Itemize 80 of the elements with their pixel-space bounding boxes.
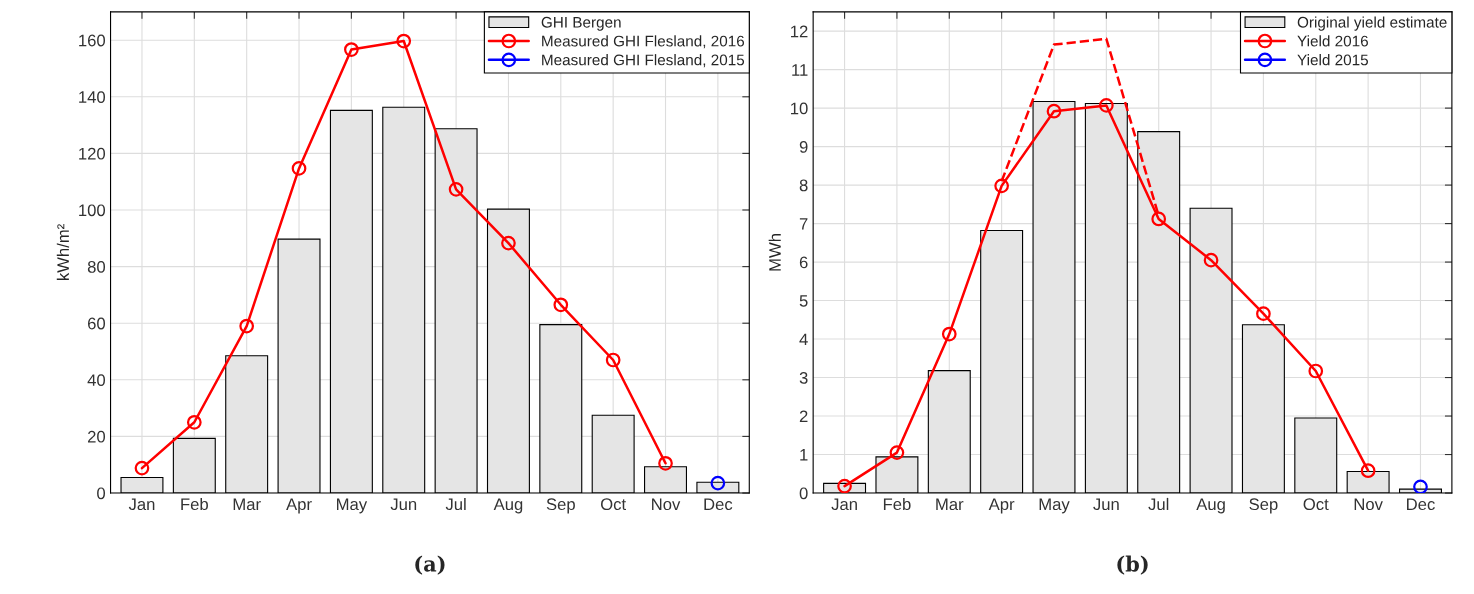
point	[941, 326, 957, 342]
y-tick-label: 7	[799, 218, 808, 230]
legend-label: Yield 2015	[1297, 54, 1369, 66]
point	[1308, 363, 1324, 379]
point	[501, 235, 516, 251]
point	[658, 455, 673, 471]
point	[186, 414, 202, 430]
x-tick-label: May	[1039, 498, 1070, 514]
x-tick-label: Oct	[600, 498, 626, 511]
point	[710, 475, 726, 491]
point	[448, 181, 464, 197]
y-axis-title: MWh	[768, 234, 781, 271]
y-tick-label: 0	[97, 487, 106, 500]
point	[1360, 463, 1376, 479]
y-tick-label: 20	[87, 430, 106, 443]
y-tick-label: 10	[791, 102, 808, 115]
x-tick-label: Feb	[181, 497, 208, 511]
y-tick-label: 160	[79, 34, 106, 47]
y-tick-label: 11	[792, 64, 808, 76]
y-tick-label: 120	[79, 147, 106, 160]
point	[1203, 252, 1219, 268]
x-tick-label: Mar	[233, 498, 261, 511]
x-tick-label: Aug	[1196, 498, 1225, 514]
x-tick-label: Sep	[1249, 498, 1278, 514]
y-tick-label: 8	[799, 179, 808, 192]
x-tick-label: Mar	[936, 498, 964, 511]
x-tick-label: Aug	[493, 498, 523, 514]
y-tick-label: 2	[799, 410, 808, 423]
x-tick-label: Jul	[445, 497, 466, 511]
y-tick-label: 80	[87, 261, 106, 273]
text: (b)	[1117, 555, 1148, 575]
legend-label: Original yield estimate	[1297, 16, 1447, 31]
legend-label: GHI Bergen	[541, 16, 621, 31]
legend-label: Yield 2016	[1297, 35, 1368, 47]
x-tick-label: Nov	[652, 498, 681, 511]
x-tick-label: Apr	[988, 498, 1015, 514]
x-tick-label: Apr	[286, 498, 312, 514]
point	[344, 42, 359, 57]
point	[1098, 98, 1114, 113]
y-tick-label: 0	[799, 487, 808, 500]
y-axis-title: kWh/m²	[56, 224, 70, 281]
point	[1046, 103, 1062, 119]
point	[605, 352, 621, 368]
x-tick-label: Jun	[1093, 498, 1119, 511]
point	[553, 297, 569, 313]
point	[1256, 306, 1271, 322]
x-tick-label: Jan	[831, 498, 857, 511]
point	[291, 161, 307, 176]
y-tick-label: 12	[791, 25, 808, 38]
y-tick-label: 60	[88, 317, 106, 330]
point	[837, 478, 852, 494]
point	[1413, 479, 1428, 494]
point	[1151, 211, 1167, 227]
text: (a)	[415, 555, 445, 575]
point	[994, 178, 1009, 194]
legend-label: Measured GHI Flesland, 2016	[542, 35, 745, 49]
y-tick-label: 140	[79, 91, 106, 103]
y-tick-label: 40	[87, 374, 106, 387]
point	[134, 460, 150, 476]
legend-label: Measured GHI Flesland, 2015	[542, 54, 745, 68]
x-tick-label: Sep	[546, 498, 575, 514]
x-tick-label: Oct	[1303, 498, 1329, 511]
point	[889, 445, 905, 460]
point	[239, 318, 255, 334]
point	[396, 33, 412, 49]
x-tick-label: Jul	[1148, 497, 1169, 511]
y-tick-label: 9	[799, 141, 808, 153]
y-tick-label: 3	[799, 371, 808, 384]
x-tick-label: Jun	[390, 498, 417, 511]
x-tick-label: Nov	[1354, 498, 1383, 511]
x-tick-label: Dec	[704, 498, 733, 511]
y-tick-label: 100	[79, 204, 106, 217]
y-tick-label: 1	[800, 449, 808, 461]
x-tick-label: Jan	[128, 498, 155, 511]
x-tick-label: Dec	[1407, 498, 1435, 511]
y-tick-label: 4	[799, 333, 808, 346]
x-tick-label: May	[337, 498, 368, 514]
x-tick-label: Feb	[883, 497, 911, 511]
y-tick-label: 6	[799, 256, 808, 269]
y-tick-label: 5	[799, 295, 808, 307]
